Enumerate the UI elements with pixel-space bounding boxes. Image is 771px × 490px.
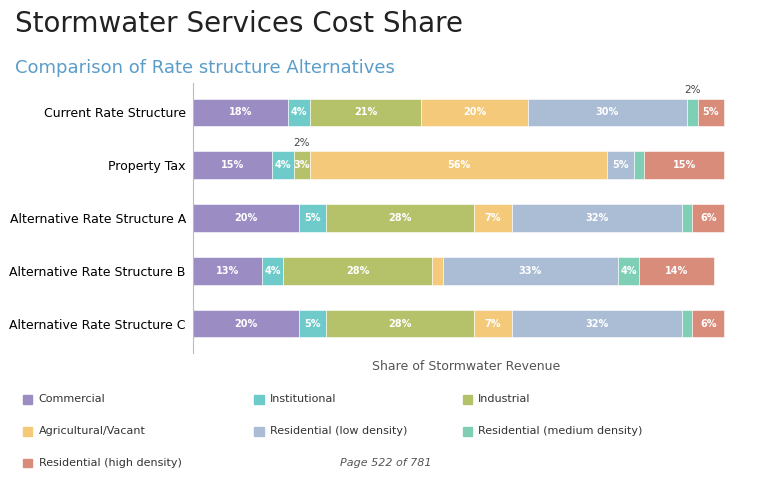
Text: 4%: 4% [291,107,308,118]
Bar [634,151,645,179]
X-axis label: Share of Stormwater Revenue: Share of Stormwater Revenue [372,360,561,373]
Text: 14%: 14% [665,266,688,276]
Text: Stormwater Services Cost Share: Stormwater Services Cost Share [15,10,463,38]
Text: 13%: 13% [216,266,239,276]
Bar [193,257,262,285]
Bar [325,310,474,338]
Text: 18%: 18% [229,107,252,118]
Text: 15%: 15% [221,160,244,170]
Bar [193,310,299,338]
Text: Residential (low density): Residential (low density) [270,426,407,436]
Bar [639,257,714,285]
Text: 28%: 28% [389,213,412,223]
Text: Commercial: Commercial [39,394,106,404]
Text: 5%: 5% [612,160,629,170]
Text: 4%: 4% [621,266,637,276]
Text: 20%: 20% [234,213,258,223]
Text: Residential (medium density): Residential (medium density) [478,426,642,436]
Text: Page 522 of 781: Page 522 of 781 [340,458,431,468]
Bar [512,204,682,232]
Text: 7%: 7% [485,318,501,329]
Text: 32%: 32% [585,318,608,329]
Bar [645,151,724,179]
Bar [682,204,692,232]
Text: Institutional: Institutional [270,394,336,404]
Bar [443,257,618,285]
Text: 2%: 2% [684,85,701,96]
Text: 4%: 4% [264,266,281,276]
Text: 28%: 28% [389,318,412,329]
Bar [687,98,698,126]
Bar [262,257,283,285]
Text: Industrial: Industrial [478,394,530,404]
Bar [692,204,724,232]
Text: 5%: 5% [304,318,321,329]
Bar [299,310,325,338]
Bar [310,151,608,179]
Text: 6%: 6% [700,318,716,329]
Text: 7%: 7% [485,213,501,223]
Text: Residential (high density): Residential (high density) [39,458,181,468]
Text: 32%: 32% [585,213,608,223]
Bar [299,204,325,232]
Bar [283,257,432,285]
Bar [608,151,634,179]
Text: 56%: 56% [447,160,470,170]
Bar [527,98,687,126]
Bar [682,310,692,338]
Text: 5%: 5% [304,213,321,223]
Text: 28%: 28% [346,266,369,276]
Bar [474,204,512,232]
Bar [325,204,474,232]
Bar [294,151,310,179]
Bar [474,310,512,338]
Bar [618,257,639,285]
Text: Comparison of Rate structure Alternatives: Comparison of Rate structure Alternative… [15,59,396,77]
Bar [193,151,272,179]
Bar [193,98,288,126]
Text: 6%: 6% [700,213,716,223]
Text: 21%: 21% [354,107,377,118]
Bar [421,98,527,126]
Bar [698,98,724,126]
Text: 30%: 30% [596,107,619,118]
Bar [310,98,421,126]
Bar [432,257,443,285]
Text: 15%: 15% [673,160,696,170]
Text: 33%: 33% [519,266,542,276]
Bar [512,310,682,338]
Bar [692,310,724,338]
Text: 20%: 20% [234,318,258,329]
Text: 5%: 5% [702,107,719,118]
Bar [288,98,310,126]
Text: Agricultural/Vacant: Agricultural/Vacant [39,426,146,436]
Bar [272,151,294,179]
Text: 20%: 20% [463,107,486,118]
Text: 4%: 4% [274,160,291,170]
Text: 2%: 2% [294,138,310,148]
Bar [193,204,299,232]
Text: 3%: 3% [294,160,310,170]
